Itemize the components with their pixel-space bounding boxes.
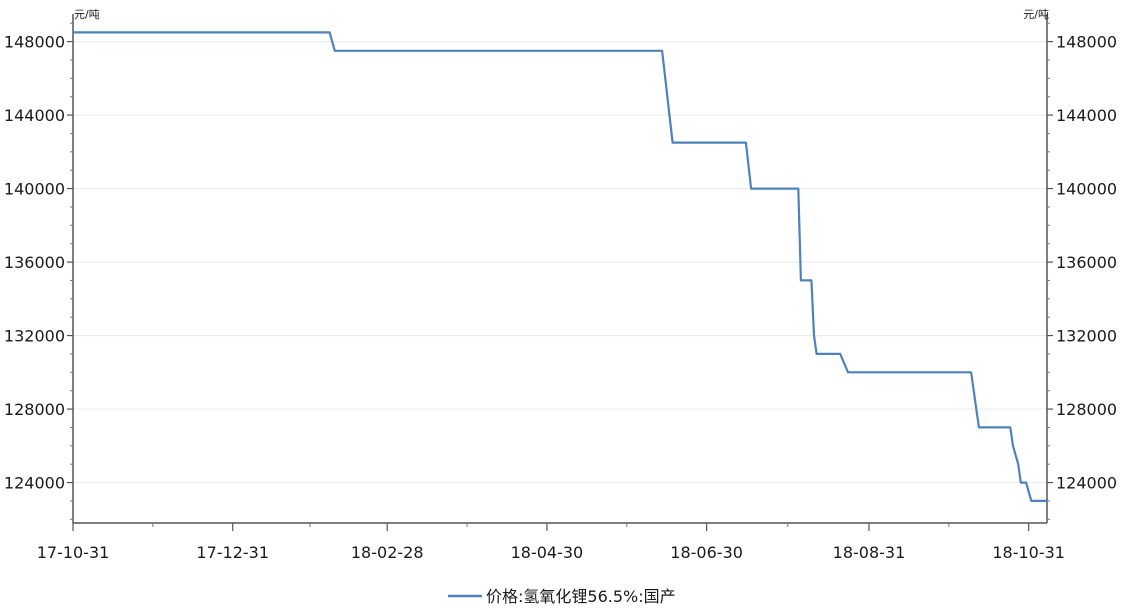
axes — [72, 14, 1048, 524]
y-tick-label-right: 132000 — [1056, 327, 1117, 346]
y-tick-label-left: 128000 — [4, 400, 65, 419]
x-tick-label: 17-10-31 — [37, 543, 110, 562]
y-tick-label-left: 148000 — [4, 33, 65, 52]
series-layer — [73, 31, 1047, 502]
left-y-axis: 148000 144000 140000 136000 132000 128000 1240… — [4, 22, 73, 520]
y-tick-label-right: 124000 — [1056, 474, 1117, 493]
y-tick-label-left: 140000 — [4, 180, 65, 199]
x-tick-label: 18-10-31 — [992, 543, 1065, 562]
y-tick-label-right: 144000 — [1056, 106, 1117, 125]
right-unit-label: 元/吨 — [1023, 8, 1049, 21]
y-tick-label-left: 132000 — [4, 327, 65, 346]
x-axis: 17-10-31 17-12-31 18-02-28 18-04-30 18-06-30… — [37, 523, 1065, 562]
y-tick-label-left: 124000 — [4, 474, 65, 493]
x-tick-label: 18-08-31 — [833, 543, 906, 562]
legend-label: 价格:氢氧化锂56.5%:国产 — [486, 587, 676, 606]
y-tick-label-right: 128000 — [1056, 400, 1117, 419]
x-tick-label: 18-04-30 — [511, 543, 584, 562]
right-y-axis: 148000 144000 140000 136000 132000 128000 1240… — [1047, 22, 1117, 520]
legend: 价格:氢氧化锂56.5%:国产 — [448, 587, 676, 606]
x-tick-label: 17-12-31 — [196, 543, 269, 562]
left-unit-label: 元/吨 — [74, 8, 100, 21]
gridlines — [73, 41, 1047, 484]
series-line — [73, 31, 1047, 502]
y-tick-label-right: 136000 — [1056, 253, 1117, 272]
y-tick-label-left: 144000 — [4, 106, 65, 125]
y-tick-label-right: 140000 — [1056, 180, 1117, 199]
y-tick-label-left: 136000 — [4, 253, 65, 272]
y-tick-label-right: 148000 — [1056, 33, 1117, 52]
x-tick-label: 18-06-30 — [670, 543, 743, 562]
x-tick-label: 18-02-28 — [351, 543, 424, 562]
